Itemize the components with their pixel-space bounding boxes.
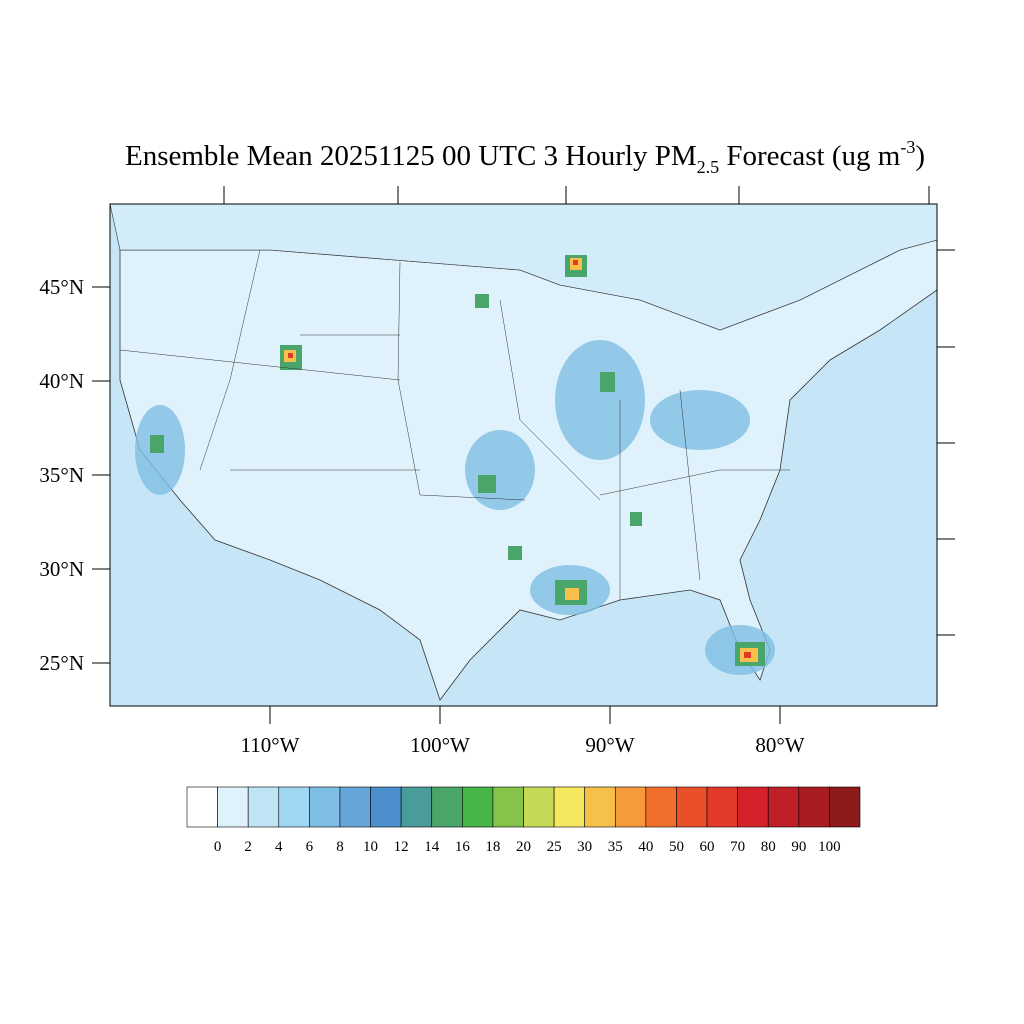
colorbar-box (798, 786, 830, 828)
title: Ensemble Mean 20251125 00 UTC 3 Hourly P… (125, 137, 925, 177)
colorbar-label: 80 (761, 839, 776, 855)
colorbar-label: 0 (214, 839, 222, 855)
title-end: ) (915, 140, 925, 172)
colorbar-label: 90 (791, 839, 806, 855)
title-middle: Forecast (ug m (719, 140, 901, 172)
colorbar-box (645, 786, 677, 828)
colorbar-box (247, 786, 280, 828)
colorbar-box (462, 786, 494, 828)
lat-label: 35°N (39, 463, 84, 487)
colorbar-label: 12 (394, 839, 409, 855)
title-main: Ensemble Mean 20251125 00 UTC 3 Hourly P… (125, 140, 697, 172)
lon-label: 80°W (755, 733, 804, 757)
colorbar-label: 20 (516, 839, 531, 855)
colorbar-label: 60 (700, 839, 715, 855)
lon-label: 90°W (585, 733, 634, 757)
colorbar-box (737, 786, 769, 828)
colorbar-box (370, 786, 402, 828)
colorbar-label: 10 (363, 839, 378, 855)
map-ticks (92, 186, 955, 724)
colorbar-label: 4 (275, 839, 283, 855)
colorbar-label: 100 (818, 839, 841, 855)
colorbar-box (829, 786, 861, 828)
lat-label: 25°N (39, 651, 84, 675)
map-frame (109, 203, 938, 707)
colorbar-box (676, 786, 708, 828)
colorbar-label: 25 (547, 839, 562, 855)
colorbar-box (400, 786, 433, 828)
colorbar-label: 8 (336, 839, 344, 855)
colorbar-label: 16 (455, 839, 471, 855)
colorbar-box (584, 786, 616, 828)
colorbar-box (186, 786, 218, 828)
lon-label: 110°W (241, 733, 300, 757)
lat-label: 30°N (39, 557, 84, 581)
lon-label: 100°W (410, 733, 470, 757)
colorbar-box (339, 786, 371, 828)
colorbar-box (309, 786, 341, 828)
colorbar-box (217, 786, 249, 828)
colorbar-box (614, 786, 647, 828)
colorbar-box (492, 786, 524, 828)
lat-label: 45°N (39, 275, 84, 299)
colorbar-label: 50 (669, 839, 684, 855)
colorbar-label: 18 (485, 839, 500, 855)
colorbar-label: 35 (608, 839, 623, 855)
colorbar-box (767, 786, 800, 828)
colorbar-label: 30 (577, 839, 592, 855)
title-superscript: -3 (900, 137, 915, 157)
colorbar-box (431, 786, 463, 828)
colorbar-label: 2 (244, 839, 252, 855)
title-subscript: 2.5 (697, 157, 720, 177)
colorbar-box (553, 786, 585, 828)
colorbar-box (523, 786, 555, 828)
colorbar-box (278, 786, 310, 828)
colorbar-box (706, 786, 738, 828)
map-area (110, 204, 937, 706)
colorbar-label: 70 (730, 839, 745, 855)
colorbar-label: 14 (424, 839, 440, 855)
lat-label: 40°N (39, 369, 84, 393)
colorbar-label: 6 (306, 839, 314, 855)
colorbar-label: 40 (638, 839, 653, 855)
